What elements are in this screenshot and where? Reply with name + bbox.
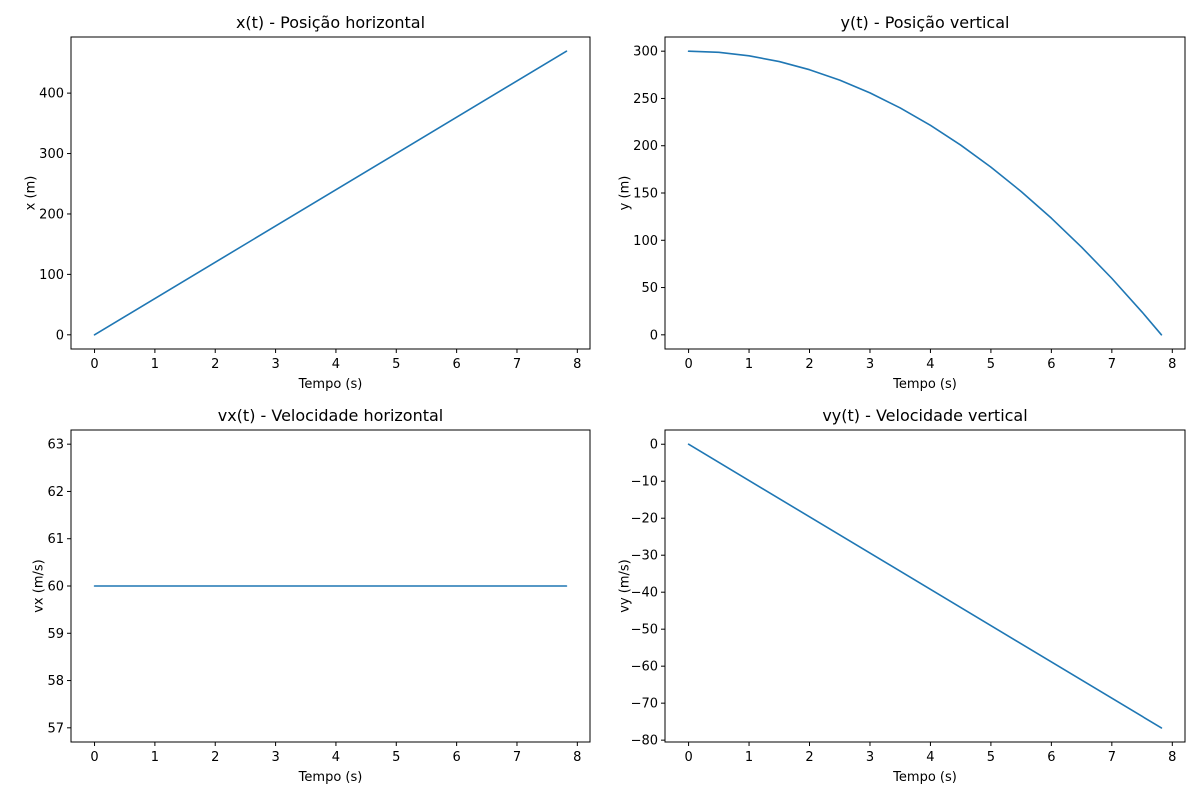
y-tick-label: 400 [39,87,64,102]
x-tick-label: 0 [684,357,692,372]
x-tick-label: 0 [90,357,98,372]
y-tick-label: 0 [650,328,658,343]
x-tick-label: 5 [392,750,400,765]
x-tick-label: 1 [151,750,159,765]
y-tick-label: 300 [633,45,658,60]
x-tick-label: 2 [805,357,813,372]
y-tick-label: −60 [631,660,658,675]
x-tick-label: 0 [90,750,98,765]
x-tick-label: 7 [1108,357,1116,372]
x-axis-label: Tempo (s) [298,770,363,785]
x-tick-label: 1 [151,357,159,372]
subplot-4: 0 1 2 3 4 5 6 7 8 0 −10 −20 −30 −40 −50 −60 −70 −80 vy(t) … [617,406,1186,785]
subplot-3: 0 1 2 3 4 5 6 7 8 57 58 59 60 61 62 63 vx(t) - Velocidad… [32,406,591,785]
x-tick-label: 7 [513,750,521,765]
y-tick-label: 57 [47,721,64,736]
x-tick-label: 7 [1108,750,1116,765]
x-axis-label: Tempo (s) [298,377,363,392]
chart-title: x(t) - Posição horizontal [236,13,425,32]
y-tick-label: 200 [39,207,64,222]
y-tick-label: 250 [633,92,658,107]
x-tick-label: 2 [805,750,813,765]
x-tick-label: 4 [332,750,340,765]
y-tick-label: −50 [631,623,658,638]
x-tick-label: 3 [271,357,279,372]
y-tick-label: −40 [631,586,658,601]
x-tick-label: 6 [1047,357,1055,372]
chart-title: vx(t) - Velocidade horizontal [218,406,444,425]
y-tick-label: −80 [631,734,658,749]
x-tick-label: 2 [211,750,219,765]
y-tick-label: 150 [633,187,658,202]
x-tick-label: 6 [452,750,460,765]
series-line [687,50,1163,336]
x-tick-label: 0 [684,750,692,765]
y-axis-label: vy (m/s) [617,559,632,612]
subplot-1: 0 1 2 3 4 5 6 7 8 0 100 200 300 400 x(t) - Posição hor… [23,13,591,392]
x-tick-label: 3 [271,750,279,765]
x-axis-label: Tempo (s) [892,770,957,785]
axes-frame [664,429,1186,743]
y-tick-label: 60 [47,580,64,595]
x-tick-label: 3 [866,357,874,372]
x-tick-label: 4 [926,357,934,372]
x-tick-label: 6 [1047,750,1055,765]
y-tick-label: −30 [631,549,658,564]
chart-title: y(t) - Posição vertical [841,13,1010,32]
x-tick-label: 4 [926,750,934,765]
series-line [687,443,1163,729]
axes-frame [70,36,591,350]
y-tick-label: 61 [47,532,64,547]
chart-title: vy(t) - Velocidade vertical [822,406,1027,425]
x-tick-label: 8 [1168,750,1176,765]
axes-frame [664,36,1186,350]
x-tick-label: 6 [452,357,460,372]
x-tick-label: 2 [211,357,219,372]
x-tick-label: 1 [745,750,753,765]
y-tick-label: 59 [47,627,64,642]
y-axis-label: vx (m/s) [32,559,47,612]
y-axis-label: x (m) [23,176,38,211]
y-tick-label: 100 [633,234,658,249]
y-tick-label: 62 [47,485,64,500]
y-tick-label: −10 [631,475,658,490]
y-tick-label: 63 [47,438,64,453]
y-tick-label: 0 [56,328,64,343]
y-tick-label: 0 [650,438,658,453]
subplot-2: 0 1 2 3 4 5 6 7 8 0 50 100 150 200 250 300 y(t) - Posiçã… [617,13,1186,392]
x-tick-label: 8 [1168,357,1176,372]
x-tick-label: 5 [392,357,400,372]
x-tick-label: 8 [573,357,581,372]
series-line [93,50,568,336]
y-tick-label: −70 [631,697,658,712]
y-tick-label: 50 [641,281,658,296]
y-axis-label: y (m) [617,176,632,211]
x-tick-label: 8 [573,750,581,765]
x-tick-label: 4 [332,357,340,372]
y-tick-label: 58 [47,674,64,689]
x-tick-label: 5 [987,357,995,372]
x-tick-label: 5 [987,750,995,765]
x-tick-label: 1 [745,357,753,372]
y-tick-label: 300 [39,147,64,162]
x-axis-label: Tempo (s) [892,377,957,392]
x-tick-label: 7 [513,357,521,372]
y-tick-label: 200 [633,139,658,154]
y-tick-label: 100 [39,268,64,283]
y-tick-label: −20 [631,512,658,527]
x-tick-label: 3 [866,750,874,765]
